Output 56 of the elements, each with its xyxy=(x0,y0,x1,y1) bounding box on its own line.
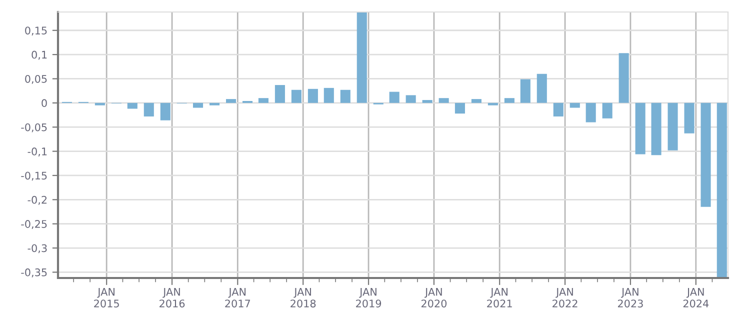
y-tick-label: -0,25 xyxy=(21,220,47,229)
bar xyxy=(635,102,646,154)
x-tick-label: JAN 2021 xyxy=(487,288,512,308)
y-tick-label: 0,05 xyxy=(25,74,47,84)
bar xyxy=(651,102,662,156)
bar xyxy=(618,53,629,103)
bar xyxy=(471,99,482,103)
bar xyxy=(193,102,204,108)
y-tick-label: -0,15 xyxy=(21,172,47,181)
bar xyxy=(356,12,367,103)
y-tick-label: -0,2 xyxy=(28,196,47,205)
x-tick-label: JAN 2023 xyxy=(618,288,643,308)
bar xyxy=(684,102,694,134)
x-tick-label: JAN 2022 xyxy=(552,288,578,308)
y-tick-label: -0,35 xyxy=(21,268,47,278)
y-tick-label: 0,1 xyxy=(32,50,47,60)
x-tick-label: JAN 2020 xyxy=(421,288,447,308)
bar xyxy=(602,102,612,118)
bar xyxy=(127,102,138,109)
x-tick-label: JAN 2015 xyxy=(94,288,119,308)
bar xyxy=(160,102,170,120)
bar xyxy=(340,90,350,103)
bar xyxy=(389,92,400,103)
y-tick-label: 0,15 xyxy=(25,26,47,36)
x-tick-label: JAN 2019 xyxy=(356,288,382,308)
bar xyxy=(536,74,547,103)
bar xyxy=(488,102,498,106)
bar xyxy=(438,98,449,103)
x-tick-label: JAN 2024 xyxy=(683,288,709,308)
bar xyxy=(700,102,711,207)
bar xyxy=(94,102,105,106)
x-tick-label: JAN 2017 xyxy=(225,288,250,308)
bar xyxy=(258,98,268,103)
y-tick-label: -0,05 xyxy=(21,123,47,132)
bar xyxy=(210,102,220,106)
bar xyxy=(291,90,302,103)
bar xyxy=(324,88,334,103)
bar xyxy=(716,102,727,278)
bar xyxy=(570,102,580,108)
bar xyxy=(308,88,318,103)
y-tick-label: 0 xyxy=(42,99,47,108)
bar xyxy=(144,102,154,116)
y-tick-label: -0,1 xyxy=(28,148,47,156)
bar xyxy=(454,102,465,114)
bar xyxy=(668,102,678,150)
y-tick-label: -0,3 xyxy=(28,244,47,254)
bar xyxy=(520,79,530,103)
bar xyxy=(586,102,596,122)
x-tick-label: JAN 2018 xyxy=(290,288,316,308)
bar xyxy=(406,95,416,103)
x-tick-label: JAN 2016 xyxy=(160,288,185,308)
bar xyxy=(226,99,236,103)
bar xyxy=(553,102,564,116)
bar xyxy=(422,100,432,103)
bar xyxy=(274,85,285,103)
bar xyxy=(504,98,514,103)
